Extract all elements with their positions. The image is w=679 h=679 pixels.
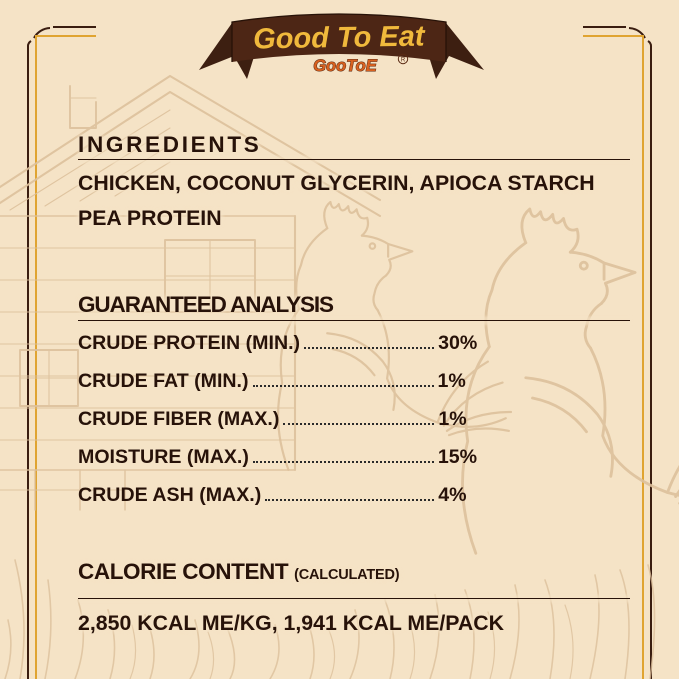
svg-text:GooToE: GooToE (313, 57, 378, 75)
svg-text:Good To Eat: Good To Eat (253, 20, 426, 55)
svg-text:R: R (401, 57, 406, 63)
